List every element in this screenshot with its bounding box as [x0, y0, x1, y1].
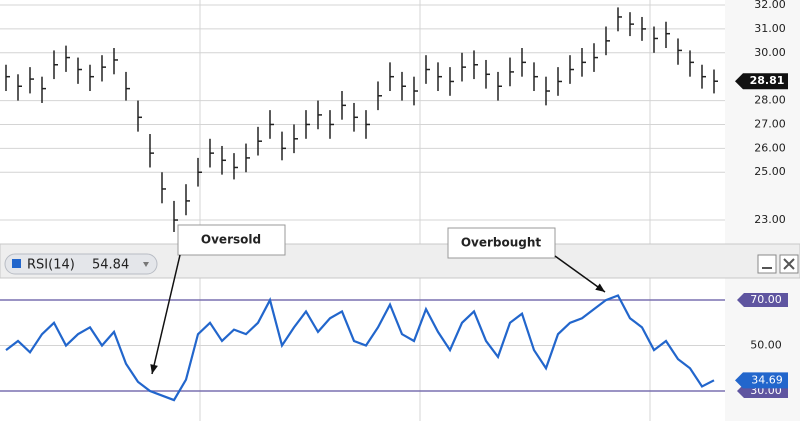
- y-tick-label: 31.00: [754, 22, 786, 35]
- legend-swatch: [12, 259, 21, 268]
- rsi-line: [5, 294, 715, 402]
- rsi-badge-label: 34.69: [751, 373, 783, 386]
- y-tick-label: 50.00: [750, 339, 782, 352]
- axis-area: [725, 0, 800, 421]
- price-badge-label: 28.81: [750, 74, 785, 87]
- y-tick-label: 70.00: [750, 293, 782, 306]
- annotation-box: [177, 224, 286, 256]
- annotation-arrow: [554, 255, 606, 293]
- y-tick-label: 30.00: [754, 46, 786, 59]
- y-tick-label: 25.00: [754, 165, 786, 178]
- price-badge: [735, 73, 788, 90]
- y-tick-label: 27.00: [754, 117, 786, 130]
- annotation-box: [447, 227, 556, 259]
- minimize-button[interactable]: [757, 254, 777, 274]
- annotation-arrow: [151, 254, 181, 375]
- rsi-badge: [735, 372, 788, 389]
- y-tick-label: 26.00: [754, 141, 786, 154]
- annotation-label: Overbought: [461, 236, 542, 250]
- annotation-label: Oversold: [201, 233, 261, 247]
- band-badge: [737, 293, 788, 308]
- y-tick-label: 23.00: [754, 213, 786, 226]
- legend-pill[interactable]: [4, 253, 158, 275]
- legend-value: 54.84: [92, 258, 129, 273]
- y-tick-label: 28.00: [754, 94, 786, 107]
- legend-name: RSI(14): [27, 258, 75, 273]
- arrow-head: [595, 283, 605, 292]
- arrow-head: [150, 364, 158, 374]
- y-tick-label: 32.00: [754, 0, 786, 11]
- close-icon: [783, 258, 795, 270]
- dropdown-arrow: [143, 262, 149, 267]
